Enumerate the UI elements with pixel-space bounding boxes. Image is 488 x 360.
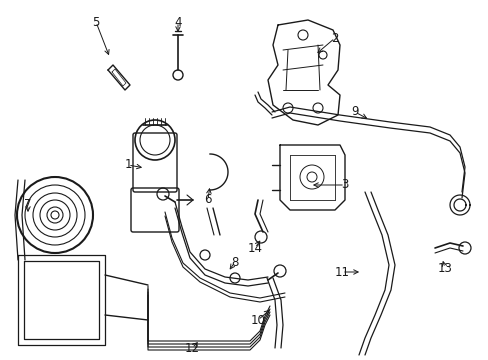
Text: 10: 10 [250,314,265,327]
Text: 6: 6 [204,193,211,207]
Text: 7: 7 [24,198,32,211]
Text: 14: 14 [247,242,262,255]
Text: 12: 12 [184,342,199,355]
Text: 4: 4 [174,15,182,28]
Text: 11: 11 [334,265,349,279]
Text: 13: 13 [437,261,451,274]
Text: 1: 1 [124,158,131,171]
Text: 9: 9 [350,105,358,118]
Text: 3: 3 [341,179,348,192]
Text: 2: 2 [330,31,338,45]
Text: 5: 5 [92,15,100,28]
Text: 8: 8 [231,256,238,269]
